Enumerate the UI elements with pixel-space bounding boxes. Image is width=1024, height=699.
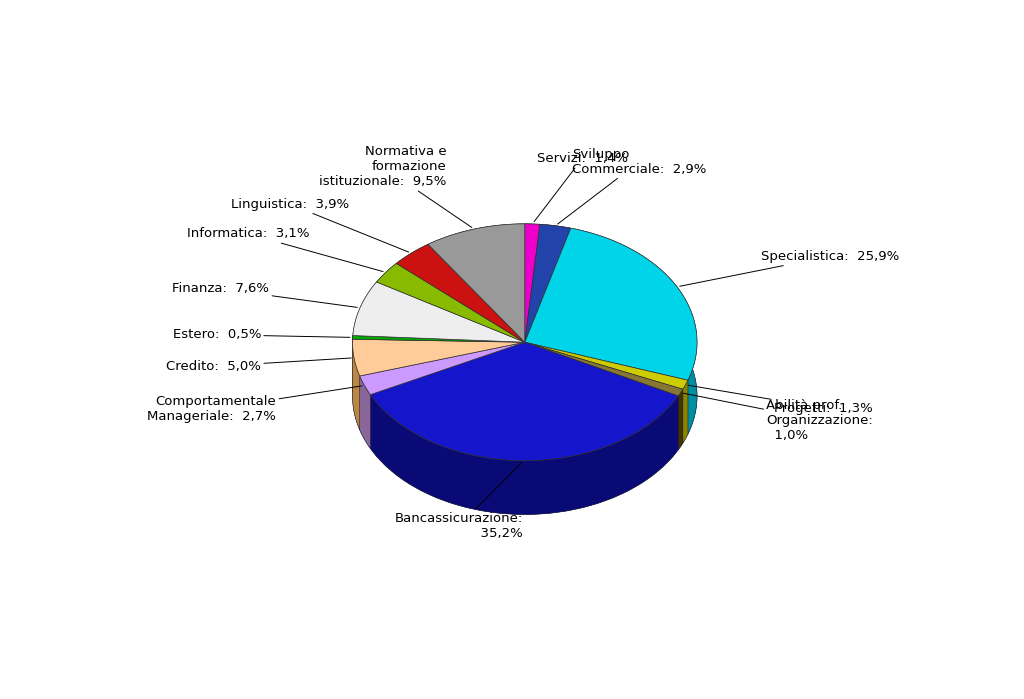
Polygon shape: [428, 224, 524, 343]
Polygon shape: [540, 224, 570, 282]
Text: Normativa e
formazione
istituzionale:  9,5%: Normativa e formazione istituzionale: 9,…: [318, 145, 472, 227]
Polygon shape: [377, 264, 524, 343]
Polygon shape: [524, 343, 688, 389]
Polygon shape: [352, 339, 359, 430]
Polygon shape: [353, 282, 524, 343]
Ellipse shape: [352, 278, 697, 514]
Polygon shape: [678, 389, 683, 450]
Polygon shape: [683, 380, 688, 443]
Polygon shape: [570, 228, 697, 434]
Text: Estero:  0,5%: Estero: 0,5%: [173, 329, 350, 341]
Text: Linguistica:  3,9%: Linguistica: 3,9%: [230, 198, 409, 252]
Text: Informatica:  3,1%: Informatica: 3,1%: [186, 227, 383, 272]
Polygon shape: [396, 244, 524, 343]
Polygon shape: [524, 224, 570, 343]
Text: Credito:  5,0%: Credito: 5,0%: [166, 358, 351, 373]
Text: Specialistica:  25,9%: Specialistica: 25,9%: [680, 250, 899, 287]
Polygon shape: [524, 224, 540, 343]
Text: Progetti:  1,3%: Progetti: 1,3%: [688, 385, 872, 415]
Polygon shape: [524, 224, 540, 278]
Polygon shape: [359, 343, 524, 395]
Polygon shape: [352, 336, 524, 343]
Text: Sviluppo
Commerciale:  2,9%: Sviluppo Commerciale: 2,9%: [558, 147, 707, 224]
Text: Finanza:  7,6%: Finanza: 7,6%: [172, 282, 357, 308]
Polygon shape: [353, 282, 377, 389]
Polygon shape: [377, 264, 396, 336]
Polygon shape: [524, 228, 697, 380]
Polygon shape: [396, 244, 428, 317]
Text: Abilità prof.
Organizzazione:
  1,0%: Abilità prof. Organizzazione: 1,0%: [683, 394, 873, 442]
Text: Servizi:  1,4%: Servizi: 1,4%: [535, 152, 628, 222]
Polygon shape: [352, 339, 524, 376]
Polygon shape: [359, 376, 371, 449]
Polygon shape: [371, 343, 678, 461]
Polygon shape: [524, 343, 683, 396]
Polygon shape: [428, 224, 524, 298]
Text: Comportamentale
Manageriale:  2,7%: Comportamentale Manageriale: 2,7%: [147, 386, 361, 424]
Text: Bancassicurazione:
  35,2%: Bancassicurazione: 35,2%: [395, 463, 523, 540]
Polygon shape: [371, 395, 678, 514]
